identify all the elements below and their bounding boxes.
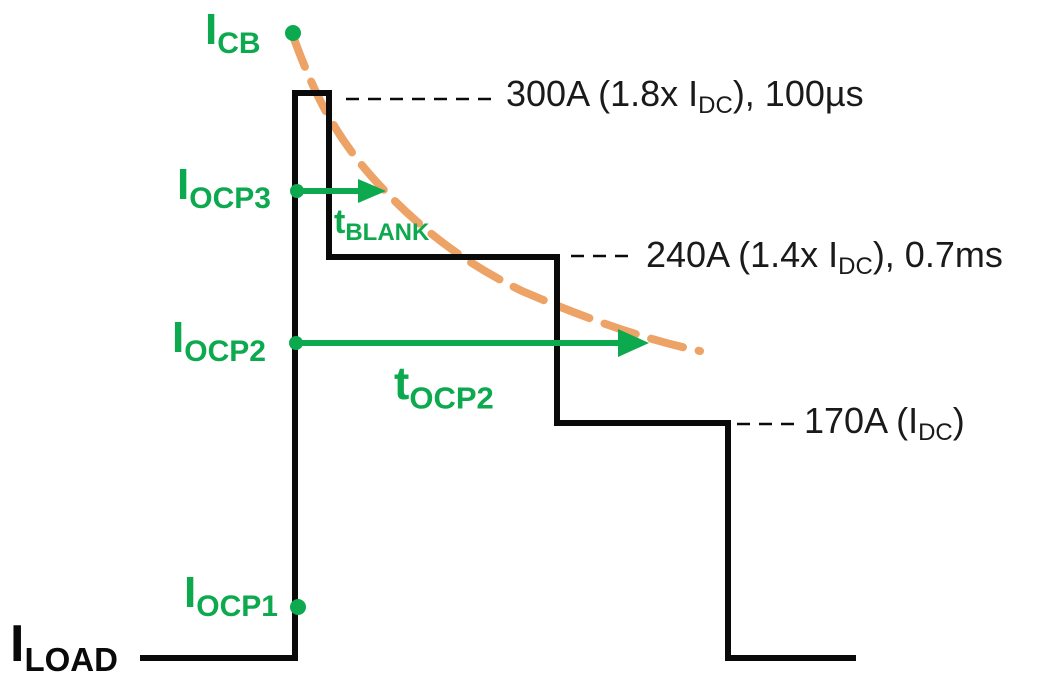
label-i-load: ILOAD	[10, 615, 118, 676]
label-t-blank-sub: BLANK	[345, 219, 430, 247]
annotation-300a-suffix: ), 100µs	[732, 73, 864, 114]
annotation-300a: 300A (1.8x IDC), 100µs	[506, 73, 864, 119]
icb-marker-dot	[285, 25, 301, 41]
label-i-ocp2-main: I	[172, 313, 185, 362]
annotation-240a-sub: DC	[838, 253, 873, 281]
tblank-arrowhead	[358, 179, 386, 203]
iocp3-marker-dot	[290, 184, 304, 198]
label-i-load-sub: LOAD	[24, 640, 118, 678]
label-i-load-main: I	[10, 615, 25, 673]
label-t-blank: tBLANK	[334, 203, 429, 245]
load-current-waveform	[140, 90, 856, 661]
label-i-cb: ICB	[205, 5, 261, 59]
label-i-ocp3-main: I	[177, 160, 190, 209]
annotation-170a: 170A (IDC)	[804, 400, 965, 446]
annotation-240a-suffix: ), 0.7ms	[872, 234, 1003, 275]
label-i-ocp1-sub: OCP1	[196, 590, 278, 623]
label-i-ocp3: IOCP3	[177, 160, 271, 214]
label-i-cb-main: I	[205, 5, 218, 54]
annotation-240a: 240A (1.4x IDC), 0.7ms	[646, 234, 1003, 280]
label-i-ocp2: IOCP2	[172, 313, 266, 367]
iocp1-marker-dot	[290, 599, 306, 615]
label-t-blank-main: t	[334, 203, 346, 241]
annotation-300a-sub: DC	[698, 92, 733, 120]
label-i-cb-sub: CB	[217, 27, 261, 60]
label-t-ocp2: tOCP2	[394, 357, 494, 413]
annotation-300a-prefix: 300A (1.8x I	[506, 73, 699, 114]
label-i-ocp1-main: I	[184, 568, 197, 617]
tocp2-arrowhead	[618, 329, 649, 357]
label-i-ocp2-sub: OCP2	[184, 335, 266, 368]
label-i-ocp3-sub: OCP3	[189, 182, 271, 215]
annotation-170a-prefix: 170A (I	[804, 400, 919, 441]
iocp2-marker-dot	[289, 336, 303, 350]
annotation-240a-prefix: 240A (1.4x I	[646, 234, 839, 275]
annotation-170a-suffix: )	[952, 400, 965, 441]
label-t-ocp2-main: t	[394, 357, 410, 409]
label-t-ocp2-sub: OCP2	[409, 380, 494, 416]
label-i-ocp1: IOCP1	[184, 568, 278, 622]
annotation-170a-sub: DC	[918, 419, 953, 447]
